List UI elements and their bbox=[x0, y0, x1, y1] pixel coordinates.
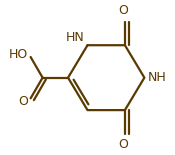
Text: O: O bbox=[118, 138, 128, 151]
Text: HN: HN bbox=[66, 31, 85, 44]
Text: O: O bbox=[18, 95, 28, 108]
Text: HO: HO bbox=[8, 48, 28, 61]
Text: O: O bbox=[118, 4, 128, 17]
Text: NH: NH bbox=[147, 71, 166, 84]
